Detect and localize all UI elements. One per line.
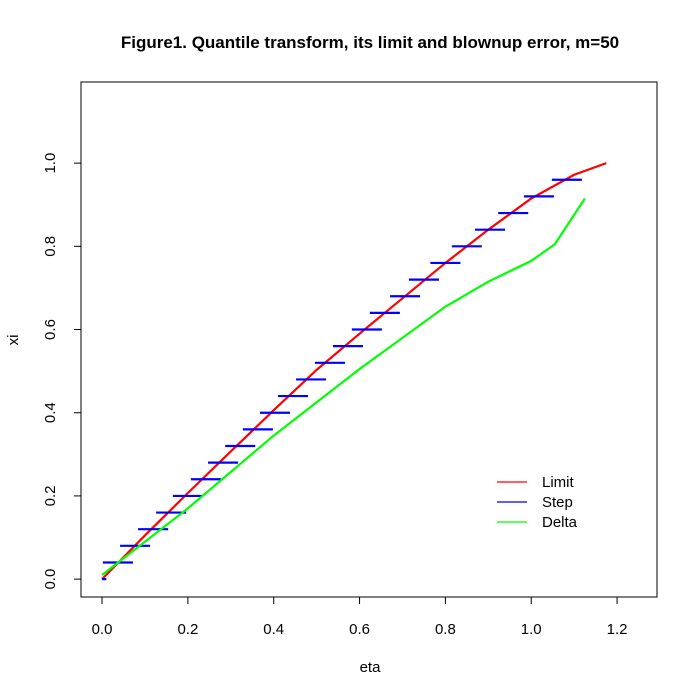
series-line <box>101 162 607 580</box>
legend-label: Step <box>542 494 573 511</box>
x-tick-label: 0.4 <box>263 621 284 638</box>
legend-label: Limit <box>542 474 575 491</box>
x-tick-label: 0.8 <box>435 621 456 638</box>
x-tick-label: 1.2 <box>607 621 628 638</box>
series-line <box>101 197 586 576</box>
x-axis-label: eta <box>360 659 382 676</box>
x-tick-label: 1.0 <box>521 621 542 638</box>
y-tick-label: 0.2 <box>42 485 59 506</box>
y-tick-label: 0.4 <box>42 402 59 423</box>
legend-label: Delta <box>542 514 578 531</box>
y-tick-label: 0.6 <box>42 319 59 340</box>
x-tick-label: 0.2 <box>177 621 198 638</box>
y-tick-label: 1.0 <box>42 153 59 174</box>
x-tick-label: 0.6 <box>349 621 370 638</box>
y-tick-label: 0.8 <box>42 236 59 257</box>
y-axis-label: xi <box>5 335 22 346</box>
x-tick-label: 0.0 <box>92 621 113 638</box>
y-tick-label: 0.0 <box>42 569 59 590</box>
chart-title: Figure1. Quantile transform, its limit a… <box>121 33 619 52</box>
